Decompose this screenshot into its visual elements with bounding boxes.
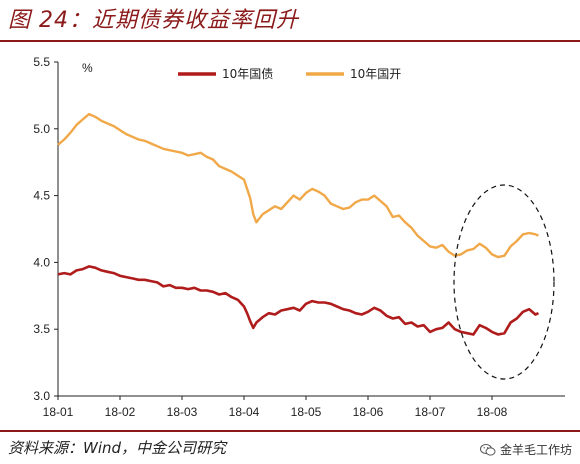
x-tick-label: 18-05 bbox=[291, 405, 322, 419]
x-tick-label: 18-07 bbox=[415, 405, 446, 419]
y-tick-label: 4.0 bbox=[33, 255, 50, 269]
line-chart: 3.0 3.5 4.0 4.5 5.0 5.5 % 18-01 18-02 18-03 18-04 1… bbox=[33, 55, 565, 419]
x-tick-label: 18-02 bbox=[105, 405, 136, 419]
y-tick-label: 5.0 bbox=[33, 122, 50, 136]
y-tick-label: 3.0 bbox=[33, 389, 50, 403]
x-tick-label: 18-08 bbox=[477, 405, 508, 419]
source-note: 资料来源：Wind，中金公司研究 bbox=[8, 439, 227, 457]
y-axis-unit: % bbox=[82, 61, 93, 75]
y-tick-label: 3.5 bbox=[33, 322, 50, 336]
wechat-icon bbox=[479, 444, 496, 456]
series-line-cdb-bond bbox=[57, 112, 539, 259]
y-tick-label: 5.5 bbox=[33, 55, 50, 69]
legend-label-govt-bond: 10年国债 bbox=[222, 67, 273, 81]
watermark-text: 金羊毛工作坊 bbox=[499, 443, 572, 457]
series-line-govt-bond bbox=[57, 265, 540, 336]
x-tick-label: 18-03 bbox=[167, 405, 198, 419]
title-rule bbox=[0, 40, 580, 42]
x-tick-label: 18-04 bbox=[229, 405, 260, 419]
x-tick-label: 18-01 bbox=[43, 405, 74, 419]
watermark: 金羊毛工作坊 bbox=[479, 440, 572, 460]
legend-label-cdb-bond: 10年国开 bbox=[350, 67, 401, 81]
highlight-ellipse bbox=[453, 184, 555, 380]
figure-title: 图 24：近期债券收益率回升 bbox=[8, 8, 299, 33]
x-tick-label: 18-06 bbox=[353, 405, 384, 419]
source-rule bbox=[0, 430, 580, 432]
y-tick-label: 4.5 bbox=[33, 189, 50, 203]
